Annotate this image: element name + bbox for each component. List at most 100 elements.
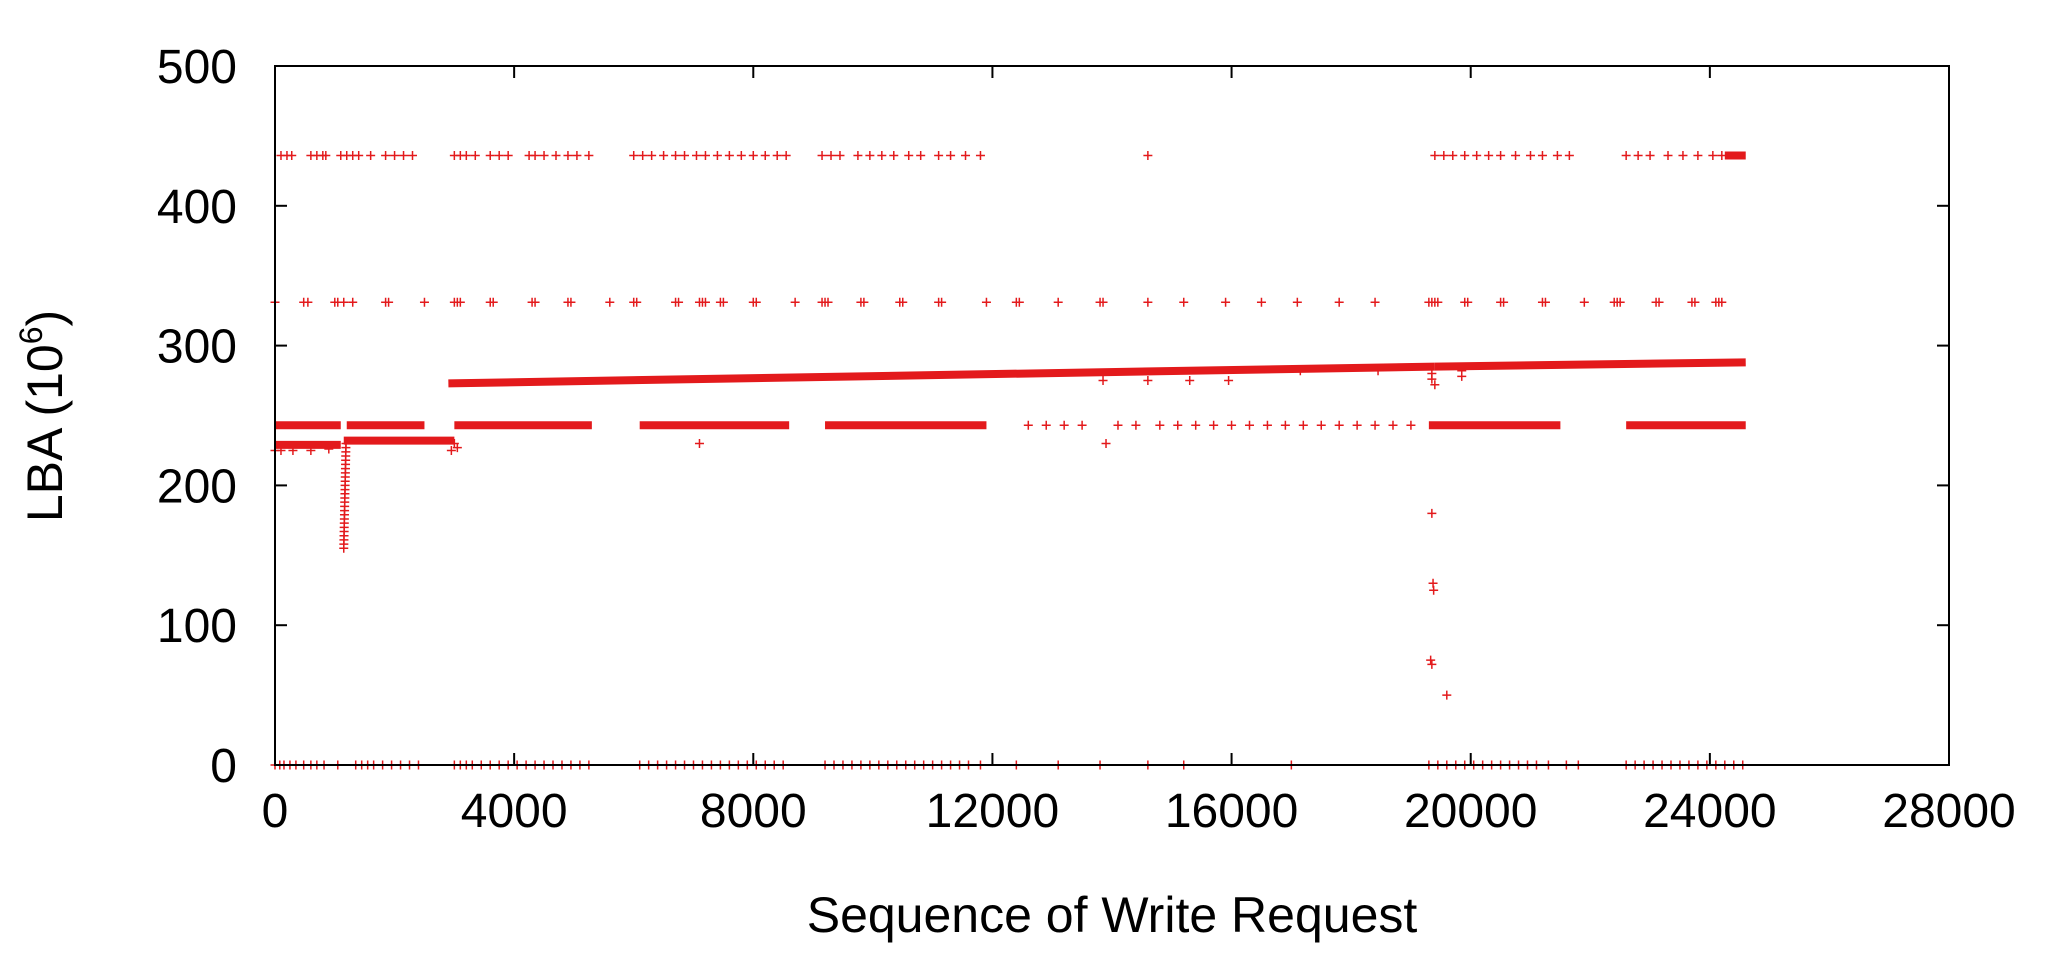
data-point xyxy=(1511,150,1521,160)
y-tick-label: 100 xyxy=(157,600,237,653)
data-point xyxy=(381,150,391,160)
data-point xyxy=(694,438,704,448)
data-point xyxy=(530,150,540,160)
data-point xyxy=(859,297,869,307)
data-point xyxy=(494,150,504,160)
data-point xyxy=(835,150,845,160)
data-point xyxy=(1077,420,1087,430)
data-point xyxy=(975,150,985,160)
data-point xyxy=(461,150,471,160)
x-tick-label: 28000 xyxy=(1882,785,2015,838)
data-point xyxy=(1526,150,1535,160)
data-point xyxy=(760,150,770,160)
data-point xyxy=(700,150,710,160)
x-tick-label: 0 xyxy=(262,785,289,838)
data-point xyxy=(1430,150,1440,160)
data-point xyxy=(1427,508,1437,518)
data-point xyxy=(384,297,394,307)
data-point xyxy=(1041,420,1051,430)
data-point xyxy=(306,445,316,455)
data-point xyxy=(1155,420,1165,430)
data-point xyxy=(781,150,791,160)
data-point xyxy=(1678,150,1688,160)
data-point xyxy=(981,297,991,307)
x-tick-label: 16000 xyxy=(1165,785,1298,838)
data-point xyxy=(1209,420,1219,430)
data-point xyxy=(288,445,298,455)
trend-band xyxy=(1434,358,1746,371)
data-point xyxy=(1457,366,1467,376)
data-point xyxy=(937,297,947,307)
data-point xyxy=(1388,420,1398,430)
data-point xyxy=(632,297,642,307)
data-point xyxy=(889,150,899,160)
data-point xyxy=(1579,297,1589,307)
data-point xyxy=(790,297,800,307)
data-point xyxy=(629,150,639,160)
data-point xyxy=(470,150,480,160)
data-point xyxy=(566,297,576,307)
data-point xyxy=(584,150,594,160)
data-point xyxy=(1298,420,1308,430)
y-axis-title-prefix: LBA (10 xyxy=(17,344,73,522)
data-point xyxy=(1143,376,1153,386)
data-point xyxy=(354,150,364,160)
y-axis-title-suffix: ) xyxy=(17,310,73,327)
data-point xyxy=(503,150,513,160)
data-point xyxy=(680,150,690,160)
y-tick-label: 300 xyxy=(157,321,237,374)
data-point xyxy=(1693,150,1703,160)
x-tick-label: 4000 xyxy=(461,785,568,838)
data-point xyxy=(1496,150,1506,160)
data-point xyxy=(1442,690,1452,700)
data-point xyxy=(718,297,728,307)
data-point xyxy=(853,150,863,160)
y-tick-label: 200 xyxy=(157,460,237,513)
data-point xyxy=(1615,297,1625,307)
data-point xyxy=(1654,297,1664,307)
data-point xyxy=(452,443,462,453)
y-tick-label: 0 xyxy=(210,740,237,793)
data-point xyxy=(865,150,875,160)
y-tick-label: 500 xyxy=(157,41,237,94)
data-point xyxy=(877,150,887,160)
data-point xyxy=(700,297,710,307)
data-point xyxy=(647,150,657,160)
data-point xyxy=(1143,297,1153,307)
data-point xyxy=(1645,150,1655,160)
data-point xyxy=(1717,297,1727,307)
data-point xyxy=(1621,150,1631,160)
data-point xyxy=(1316,420,1326,430)
data-point xyxy=(1280,420,1290,430)
data-point xyxy=(736,150,746,160)
data-point xyxy=(399,150,409,160)
data-point xyxy=(1373,366,1383,376)
y-tick-label: 400 xyxy=(157,181,237,234)
data-point xyxy=(1185,376,1195,386)
trend-band xyxy=(448,362,1435,388)
data-point xyxy=(1564,150,1574,160)
data-point xyxy=(1433,297,1443,307)
data-point xyxy=(1227,420,1237,430)
data-point xyxy=(1429,585,1439,595)
data-point xyxy=(1131,420,1141,430)
x-tick-label: 8000 xyxy=(700,785,807,838)
data-point xyxy=(751,297,761,307)
data-point xyxy=(1098,376,1108,386)
data-point xyxy=(1708,150,1718,160)
data-point xyxy=(1690,297,1700,307)
data-point xyxy=(303,297,313,307)
data-point xyxy=(1256,297,1266,307)
data-point xyxy=(1499,297,1509,307)
data-point xyxy=(1023,420,1033,430)
data-point xyxy=(1262,420,1272,430)
data-point xyxy=(408,150,418,160)
data-point xyxy=(1221,297,1231,307)
data-point xyxy=(1334,297,1344,307)
data-point xyxy=(419,297,429,307)
data-point xyxy=(1224,376,1234,386)
data-point xyxy=(1540,297,1550,307)
x-tick-label: 24000 xyxy=(1643,785,1776,838)
